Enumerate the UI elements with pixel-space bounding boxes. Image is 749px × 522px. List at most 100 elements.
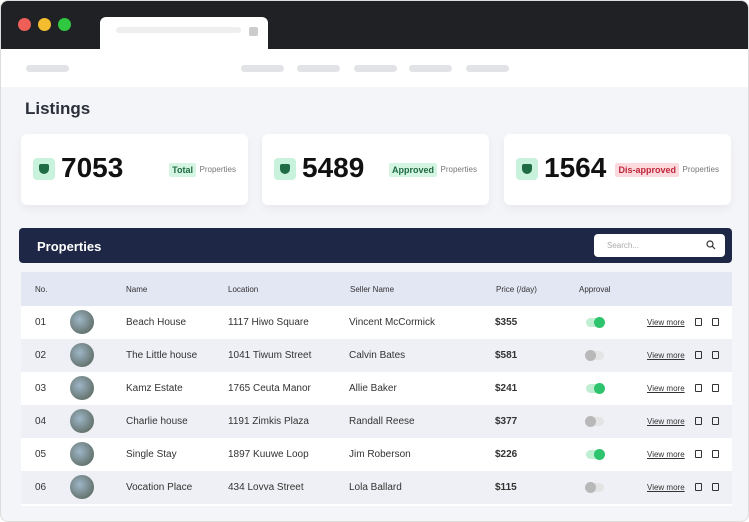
stat-icon bbox=[516, 158, 538, 180]
property-photo bbox=[70, 343, 94, 367]
edit-button[interactable] bbox=[695, 384, 702, 392]
table-header: No. Name Location Seller Name Price (/day) Ap… bbox=[21, 272, 732, 306]
table-row: 05 Single Stay 1897 Kuuwe Loop Jim Roberson… bbox=[21, 438, 732, 471]
toggle-knob bbox=[585, 482, 596, 493]
stat-card: 1564 Properties Dis-approved bbox=[504, 134, 731, 205]
view-more-link[interactable]: View more bbox=[647, 384, 685, 393]
view-more-link[interactable]: View more bbox=[647, 318, 685, 327]
property-location: 1897 Kuuwe Loop bbox=[228, 449, 309, 460]
edit-button[interactable] bbox=[695, 483, 702, 491]
property-location: 1191 Zimkis Plaza bbox=[228, 416, 309, 427]
price: $377 bbox=[495, 416, 518, 427]
column-header: Price (/day) bbox=[496, 285, 537, 294]
table-row: 01 Beach House 1117 Hiwo Square Vincent McC… bbox=[21, 306, 732, 339]
view-more-link[interactable]: View more bbox=[647, 417, 685, 426]
property-photo bbox=[70, 376, 94, 400]
toggle-knob bbox=[585, 416, 596, 427]
approval-toggle[interactable] bbox=[586, 449, 605, 460]
stat-value: 7053 bbox=[61, 152, 124, 183]
approval-toggle[interactable] bbox=[585, 350, 604, 361]
seller-name: Lola Ballard bbox=[349, 482, 402, 493]
search-icon bbox=[706, 240, 716, 250]
column-header: No. bbox=[35, 285, 48, 294]
delete-button[interactable] bbox=[712, 450, 719, 458]
delete-button[interactable] bbox=[712, 351, 719, 359]
property-name: Single Stay bbox=[126, 449, 177, 460]
approval-toggle[interactable] bbox=[586, 317, 605, 328]
seller-name: Allie Baker bbox=[349, 383, 397, 394]
stat-badge: Approved bbox=[388, 163, 437, 177]
property-photo bbox=[70, 310, 94, 334]
row-number: 04 bbox=[35, 416, 47, 427]
nav-logo[interactable] bbox=[26, 65, 69, 72]
stat-label: Properties bbox=[199, 165, 236, 174]
table-row: 03 Kamz Estate 1765 Ceuta Manor Allie Baker… bbox=[21, 372, 732, 405]
toggle-knob bbox=[594, 449, 605, 460]
section-header: Properties Search... bbox=[19, 228, 732, 263]
property-name: Kamz Estate bbox=[126, 383, 183, 394]
search-box[interactable]: Search... bbox=[594, 234, 725, 257]
row-number: 03 bbox=[35, 383, 47, 394]
stat-card: 7053 Properties Total bbox=[21, 134, 248, 205]
property-photo bbox=[70, 475, 94, 499]
price: $115 bbox=[495, 482, 517, 493]
nav-link[interactable] bbox=[354, 65, 397, 72]
property-photo bbox=[70, 442, 94, 466]
price: $355 bbox=[495, 317, 518, 328]
view-more-link[interactable]: View more bbox=[647, 483, 685, 492]
row-number: 01 bbox=[35, 317, 47, 328]
seller-name: Randall Reese bbox=[349, 416, 415, 427]
tab-close[interactable] bbox=[249, 27, 258, 36]
property-location: 1765 Ceuta Manor bbox=[228, 383, 311, 394]
view-more-link[interactable]: View more bbox=[647, 351, 685, 360]
column-header: Name bbox=[126, 285, 148, 294]
approval-toggle[interactable] bbox=[585, 416, 604, 427]
view-more-link[interactable]: View more bbox=[647, 450, 685, 459]
seller-name: Jim Roberson bbox=[349, 449, 411, 460]
edit-button[interactable] bbox=[695, 450, 702, 458]
seller-name: Vincent McCormick bbox=[349, 317, 435, 328]
toggle-knob bbox=[594, 383, 605, 394]
page-title: Listings bbox=[25, 99, 91, 118]
properties-table: No. Name Location Seller Name Price (/day) Ap… bbox=[21, 272, 732, 506]
property-name: Charlie house bbox=[126, 416, 188, 427]
stat-badge: Total bbox=[169, 163, 196, 177]
column-header: Approval bbox=[579, 285, 611, 294]
property-name: Vocation Place bbox=[126, 482, 193, 493]
property-location: 1117 Hiwo Square bbox=[228, 317, 309, 328]
column-header: Location bbox=[228, 285, 259, 294]
stat-value: 5489 bbox=[302, 152, 365, 183]
approval-toggle[interactable] bbox=[585, 482, 604, 493]
table-row: 06 Vocation Place 434 Lovva Street Lola Bal… bbox=[21, 471, 732, 504]
delete-button[interactable] bbox=[712, 483, 719, 491]
price: $581 bbox=[495, 350, 518, 361]
maximize-button[interactable] bbox=[58, 18, 71, 31]
minimize-button[interactable] bbox=[38, 18, 51, 31]
table-row: 04 Charlie house 1191 Zimkis Plaza Randall … bbox=[21, 405, 732, 438]
approval-toggle[interactable] bbox=[586, 383, 605, 394]
row-number: 05 bbox=[35, 449, 47, 460]
edit-button[interactable] bbox=[695, 318, 702, 326]
column-header: Seller Name bbox=[350, 285, 395, 294]
nav-link[interactable] bbox=[466, 65, 509, 72]
property-photo bbox=[70, 409, 94, 433]
close-button[interactable] bbox=[18, 18, 31, 31]
delete-button[interactable] bbox=[712, 417, 719, 425]
delete-button[interactable] bbox=[712, 318, 719, 326]
browser-tab[interactable] bbox=[100, 17, 268, 50]
nav-link[interactable] bbox=[241, 65, 284, 72]
tab-placeholder bbox=[116, 27, 241, 33]
price: $241 bbox=[495, 383, 518, 394]
edit-button[interactable] bbox=[695, 417, 702, 425]
table-row: 02 The Little house 1041 Tiwum Street Calvi… bbox=[21, 339, 732, 372]
property-name: Beach House bbox=[126, 317, 187, 328]
search-placeholder: Search... bbox=[607, 241, 640, 250]
stat-icon bbox=[274, 158, 296, 180]
nav-link[interactable] bbox=[409, 65, 452, 72]
row-number: 02 bbox=[35, 350, 47, 361]
toggle-knob bbox=[585, 350, 596, 361]
nav-link[interactable] bbox=[297, 65, 340, 72]
delete-button[interactable] bbox=[712, 384, 719, 392]
edit-button[interactable] bbox=[695, 351, 702, 359]
